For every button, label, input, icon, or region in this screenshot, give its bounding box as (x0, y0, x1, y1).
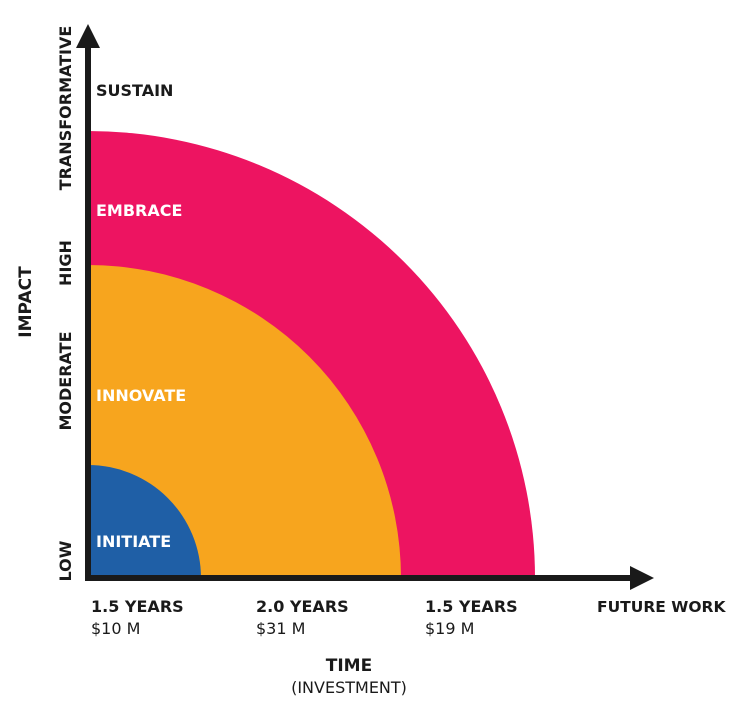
y-level-low: LOW (56, 540, 75, 581)
arrow-up-icon (76, 24, 100, 48)
y-level-moderate: MODERATE (56, 331, 75, 430)
initiate-band (88, 465, 201, 578)
x-phase-cost-3: $19 M (425, 619, 474, 638)
x-axis-subtitle: (INVESTMENT) (291, 678, 407, 697)
x-phase-duration-1: 1.5 YEARS (91, 597, 184, 616)
arrow-right-icon (630, 566, 654, 590)
x-phase-duration-3: 1.5 YEARS (425, 597, 518, 616)
x-phase-cost-2: $31 M (256, 619, 305, 638)
x-axis-title: TIME (326, 656, 372, 676)
band-label-embrace: EMBRACE (96, 201, 182, 220)
y-level-transformative: TRANSFORMATIVE (56, 26, 75, 191)
band-label-sustain: SUSTAIN (96, 81, 173, 100)
band-label-initiate: INITIATE (96, 532, 171, 551)
band-label-innovate: INNOVATE (96, 386, 186, 405)
x-phase-duration-4: FUTURE WORK (597, 598, 726, 616)
x-phase-cost-1: $10 M (91, 619, 140, 638)
y-level-high: HIGH (56, 240, 75, 286)
y-axis-title: IMPACT (16, 266, 36, 338)
x-phase-duration-2: 2.0 YEARS (256, 597, 349, 616)
